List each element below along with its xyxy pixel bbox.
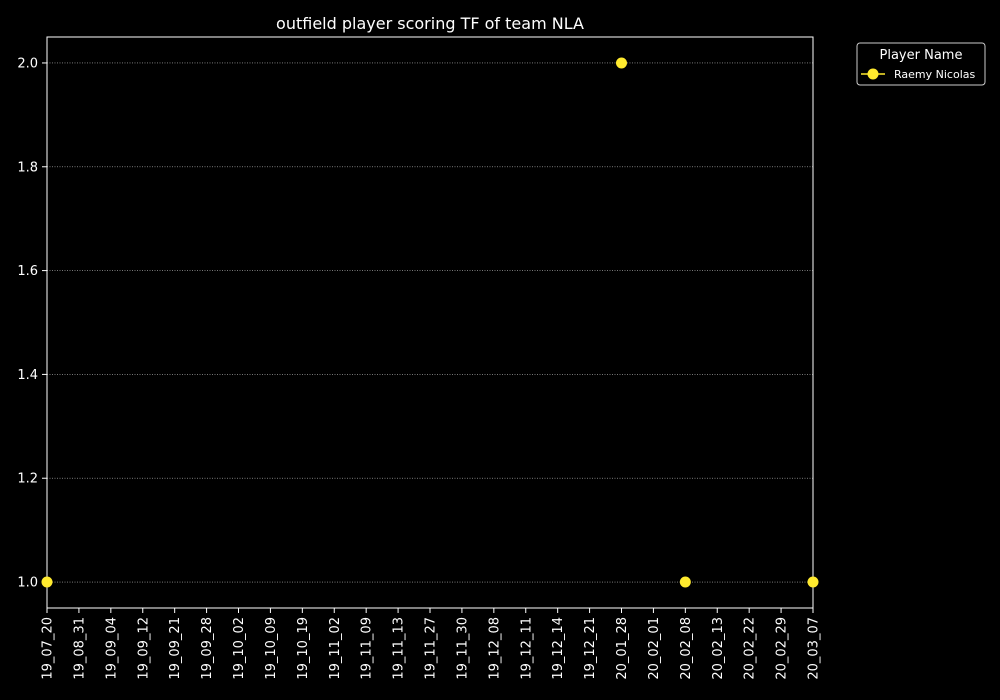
x-tick-label: 19_09_21 [168, 617, 183, 680]
x-axis-ticks: 19_07_20 19_08_31 19_09_04 19_09_12 19_09_21… [41, 608, 822, 680]
x-tick-label: 20_03_07 [807, 617, 822, 680]
legend-title: Player Name [880, 48, 963, 63]
x-tick-label: 19_11_27 [424, 617, 439, 680]
data-point [616, 57, 627, 69]
legend-marker [867, 68, 879, 80]
x-tick-label: 19_11_30 [455, 617, 470, 680]
y-tick-label: 2.0 [17, 56, 38, 71]
x-tick-label: 20_02_29 [775, 617, 790, 680]
data-series [41, 57, 819, 588]
x-tick-label: 19_11_13 [392, 617, 407, 680]
x-tick-label: 19_12_21 [583, 617, 598, 680]
y-tick-label: 1.2 [17, 472, 38, 487]
y-tick-label: 1.4 [17, 368, 38, 383]
x-tick-label: 19_09_28 [200, 617, 215, 680]
x-tick-label: 19_12_14 [551, 617, 566, 680]
x-tick-label: 19_11_02 [328, 617, 343, 680]
y-tick-label: 1.8 [17, 160, 38, 175]
data-point [41, 576, 53, 588]
series-0 [41, 57, 819, 588]
x-tick-label: 19_08_31 [72, 617, 87, 680]
legend-entry-label: Raemy Nicolas [894, 68, 975, 81]
legend: Player Name Raemy Nicolas [856, 42, 986, 86]
x-tick-label: 20_02_22 [743, 617, 758, 680]
x-tick-label: 20_02_13 [711, 617, 726, 680]
x-tick-label: 20_02_08 [679, 617, 694, 680]
chart-title: outfield player scoring TF of team NLA [276, 14, 584, 33]
x-tick-label: 19_10_09 [264, 617, 279, 680]
legend-box [856, 42, 986, 86]
y-tick-label: 1.6 [17, 264, 38, 279]
data-point [679, 576, 691, 588]
x-tick-label: 19_10_02 [232, 617, 247, 680]
x-tick-label: 20_01_28 [615, 617, 630, 680]
x-tick-label: 19_12_11 [519, 617, 534, 680]
x-tick-label: 19_09_12 [136, 617, 151, 680]
data-point [807, 576, 819, 588]
x-tick-label: 20_02_01 [647, 617, 662, 680]
y-tick-label: 1.0 [17, 576, 38, 591]
x-tick-label: 19_07_20 [41, 617, 56, 680]
x-tick-label: 19_10_19 [296, 617, 311, 680]
x-tick-label: 19_12_08 [487, 617, 502, 680]
x-tick-label: 19_09_04 [104, 617, 119, 680]
x-tick-label: 19_11_09 [360, 617, 375, 680]
